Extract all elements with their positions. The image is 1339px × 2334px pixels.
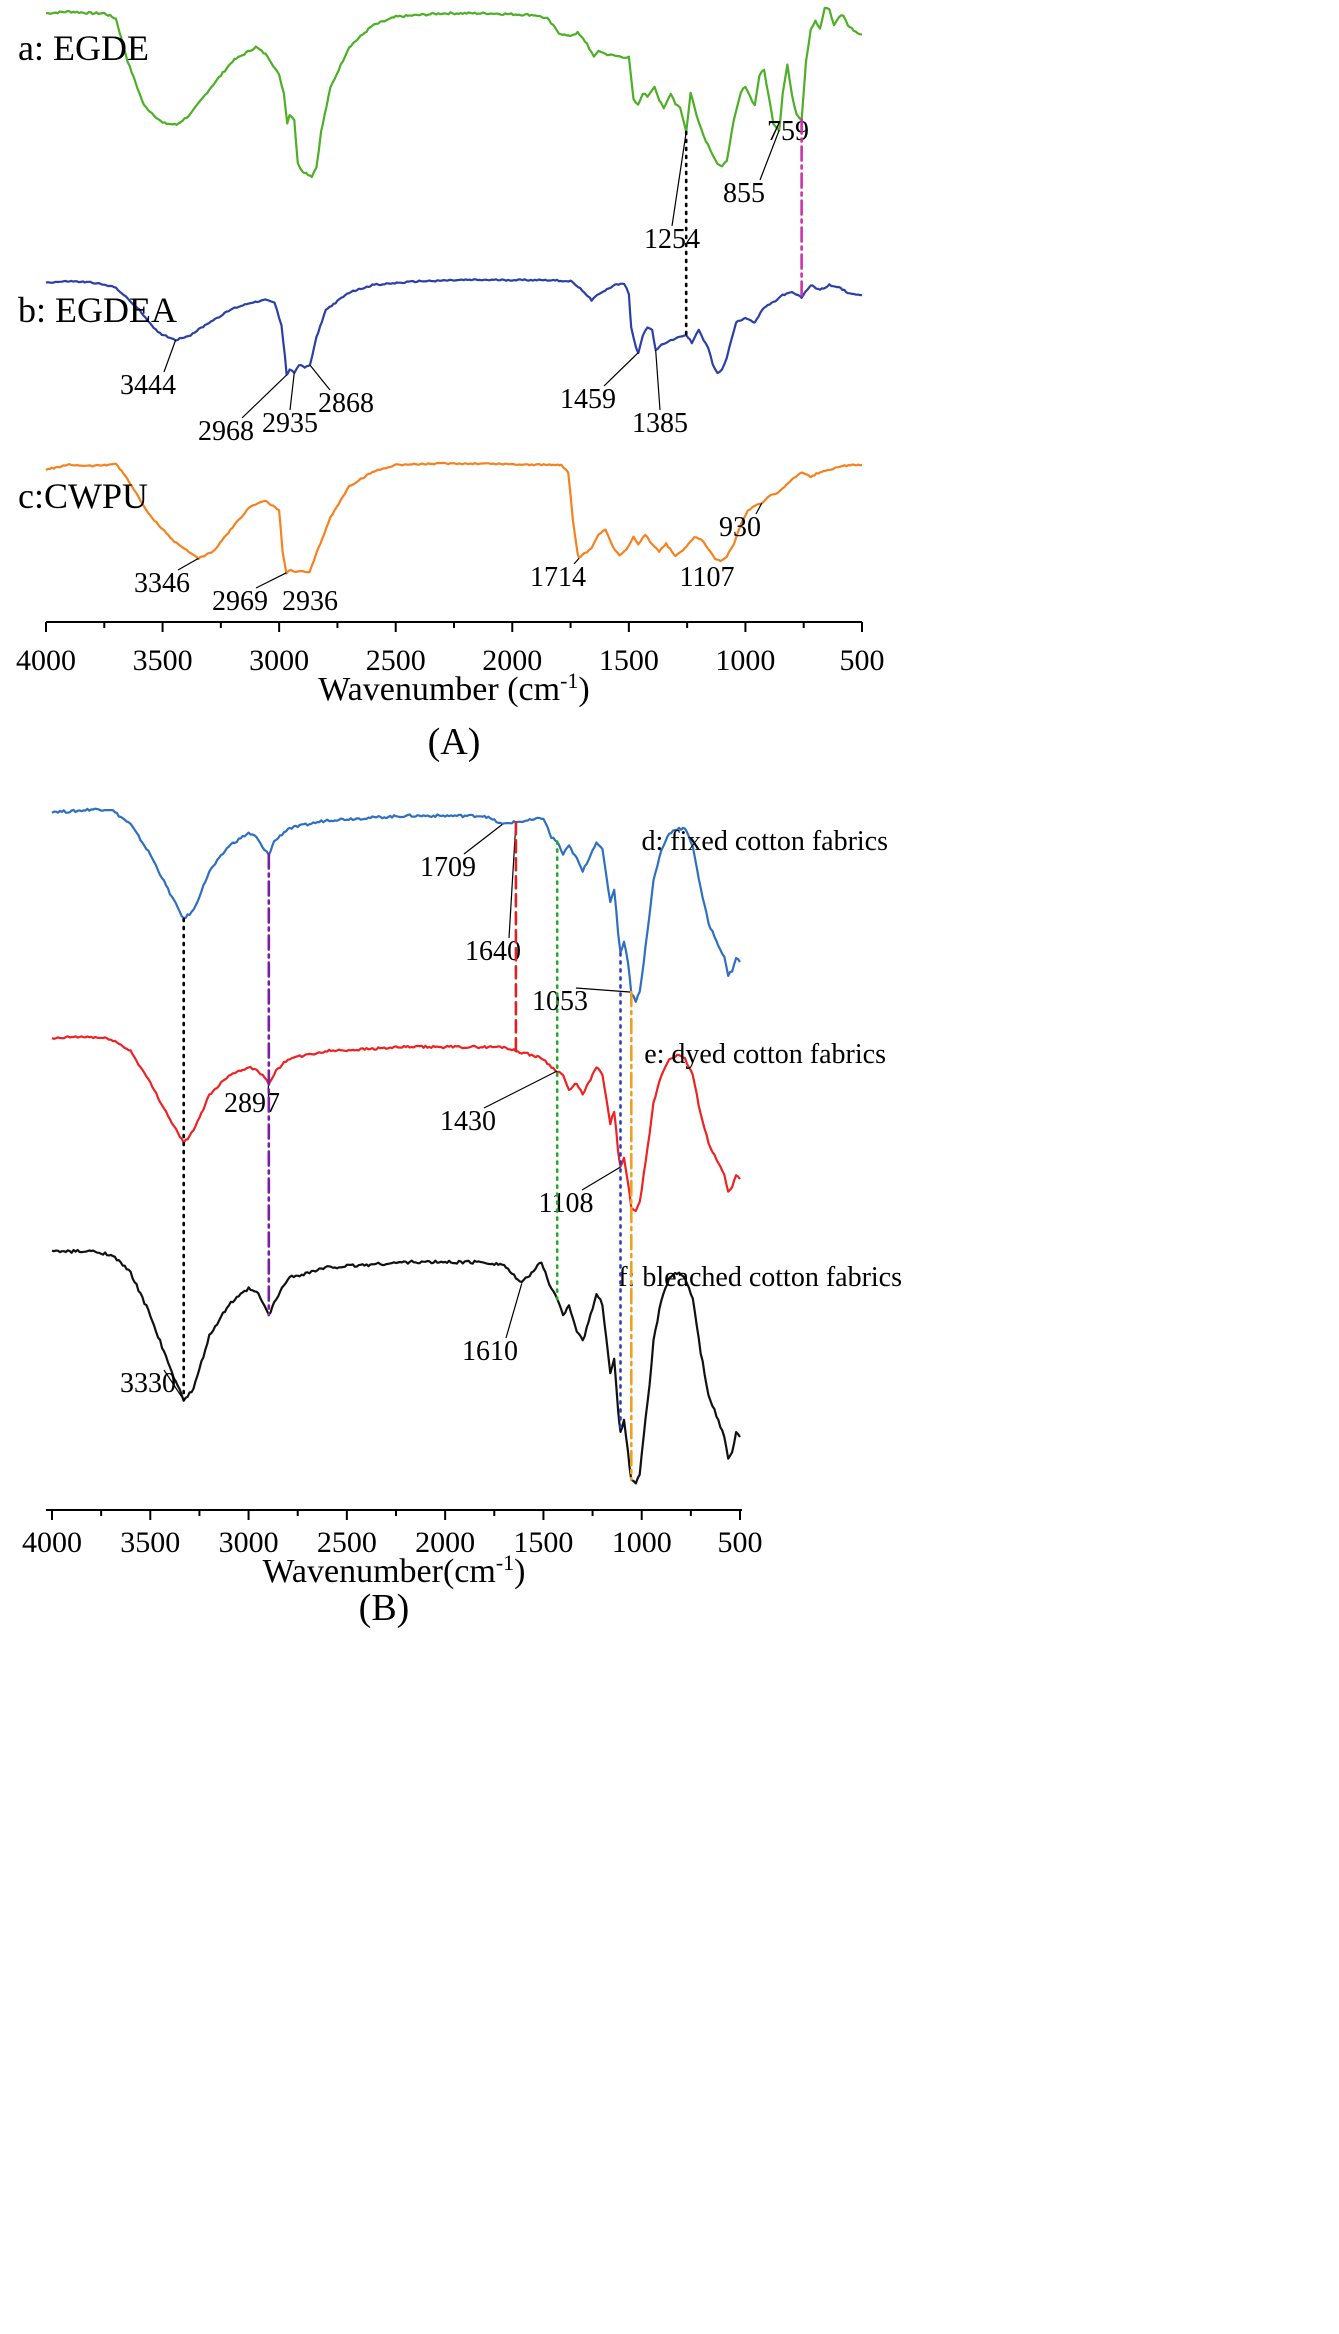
peak-label-1459: 1459 bbox=[560, 384, 616, 415]
peak-label-2936: 2936 bbox=[282, 586, 338, 617]
peak-leader-line-3330 bbox=[163, 1369, 185, 1401]
x-axis-title: Wavenumber(cm-1) bbox=[263, 1550, 526, 1590]
x-tick-label-4000: 4000 bbox=[16, 644, 76, 677]
x-tick-label-3500: 3500 bbox=[133, 644, 193, 677]
peak-leader-line-1254 bbox=[671, 131, 687, 227]
peak-label-2969: 2969 bbox=[212, 586, 268, 617]
x-tick-label-2500: 2500 bbox=[317, 1526, 377, 1559]
x-tick-label-500: 500 bbox=[718, 1526, 763, 1559]
series-label-a-egde: a: EGDE bbox=[18, 28, 149, 68]
series-label-f-bleached-cotton-fabrics: f: bleached cotton fabrics bbox=[618, 1262, 902, 1293]
series-line-a-egde bbox=[45, 6, 863, 179]
series-line-c-cwpu bbox=[45, 461, 863, 575]
x-tick-label-4000: 4000 bbox=[22, 1526, 82, 1559]
peak-leader-line-1108 bbox=[581, 1166, 621, 1191]
x-tick-label-500: 500 bbox=[840, 644, 885, 677]
peak-label-1108: 1108 bbox=[539, 1188, 594, 1219]
peak-label-1640: 1640 bbox=[465, 936, 521, 967]
peak-label-1709: 1709 bbox=[420, 852, 476, 883]
peak-label-1053: 1053 bbox=[532, 986, 588, 1017]
x-tick-label-3000: 3000 bbox=[219, 1526, 279, 1559]
peak-label-2897: 2897 bbox=[224, 1088, 280, 1119]
x-tick-label-1000: 1000 bbox=[715, 644, 775, 677]
peak-label-930: 930 bbox=[719, 512, 761, 543]
x-tick-label-1000: 1000 bbox=[612, 1526, 672, 1559]
peak-leader-line-1610 bbox=[505, 1283, 523, 1339]
peak-label-2868: 2868 bbox=[318, 388, 374, 419]
peak-label-855: 855 bbox=[723, 178, 765, 209]
peak-label-1610: 1610 bbox=[462, 1336, 518, 1367]
series-line-b-egdea bbox=[45, 278, 863, 376]
peak-label-3346: 3346 bbox=[134, 568, 190, 599]
x-tick-label-1500: 1500 bbox=[513, 1526, 573, 1559]
peak-label-2968: 2968 bbox=[198, 416, 254, 447]
peak-leader-line-3346 bbox=[177, 557, 199, 571]
panel-caption: (A) bbox=[428, 721, 481, 763]
peak-leader-line-1714 bbox=[573, 558, 580, 565]
x-tick-label-3500: 3500 bbox=[120, 1526, 180, 1559]
peak-label-2935: 2935 bbox=[262, 408, 318, 439]
series-line-f-bleached-cotton-fabrics bbox=[51, 1248, 741, 1485]
peak-label-3330: 3330 bbox=[120, 1368, 176, 1399]
x-tick-label-2000: 2000 bbox=[415, 1526, 475, 1559]
peak-leader-line-1709 bbox=[463, 823, 503, 855]
series-label-e-dyed-cotton-fabrics: e: dyed cotton fabrics bbox=[644, 1039, 886, 1070]
x-tick-label-2000: 2000 bbox=[482, 644, 542, 677]
peak-label-1714: 1714 bbox=[530, 562, 586, 593]
series-line-e-dyed-cotton-fabrics bbox=[51, 1035, 741, 1213]
peak-label-1430: 1430 bbox=[440, 1106, 496, 1137]
peak-leader-line-1053 bbox=[575, 987, 632, 993]
x-tick-label-3000: 3000 bbox=[249, 644, 309, 677]
x-axis-title: Wavenumber (cm-1) bbox=[318, 668, 589, 708]
series-line-d-fixed-cotton-fabrics bbox=[51, 807, 741, 1003]
peak-label-1385: 1385 bbox=[632, 408, 688, 439]
peak-leader-line-1430 bbox=[483, 1070, 558, 1109]
peak-leader-line-1459 bbox=[603, 352, 639, 387]
series-label-d-fixed-cotton-fabrics: d: fixed cotton fabrics bbox=[642, 826, 888, 857]
panel-a-ftir-spectra: 4000 3500 3000 2500 2000 1500 1000 500 Wavenumbe… bbox=[16, 6, 885, 763]
x-tick-label-2500: 2500 bbox=[366, 644, 426, 677]
peak-leader-line-1385 bbox=[655, 349, 661, 411]
peak-label-3444: 3444 bbox=[120, 370, 176, 401]
x-tick-label-1500: 1500 bbox=[599, 644, 659, 677]
panel-caption: (B) bbox=[359, 1587, 410, 1629]
peak-leader-line-2868 bbox=[309, 364, 331, 391]
peak-leader-line-930 bbox=[755, 502, 763, 515]
peak-label-1107: 1107 bbox=[680, 562, 735, 593]
peak-label-1254: 1254 bbox=[644, 224, 700, 255]
series-label-c-cwpu: c:CWPU bbox=[18, 476, 148, 516]
peak-leader-line-2968 bbox=[241, 374, 288, 419]
peak-leader-line-3444 bbox=[163, 339, 177, 373]
peak-leader-line-855 bbox=[759, 129, 780, 181]
peak-leader-line-2935 bbox=[289, 372, 295, 411]
panel-b-ftir-spectra: 4000 3500 3000 2500 2000 1500 1000 500 Wavenumbe… bbox=[22, 807, 902, 1629]
series-label-b-egdea: b: EGDEA bbox=[18, 290, 177, 330]
peak-leader-line-2969 bbox=[255, 572, 287, 589]
